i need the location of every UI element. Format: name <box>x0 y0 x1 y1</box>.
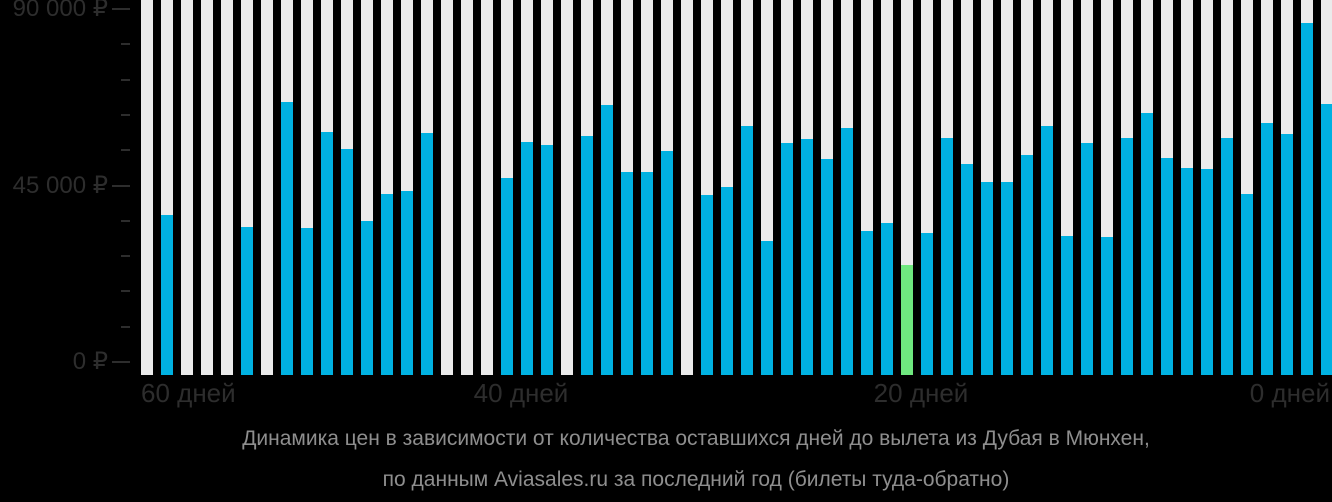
price-bar[interactable] <box>301 227 313 375</box>
price-bar[interactable] <box>961 163 973 375</box>
price-bar[interactable] <box>1261 122 1273 375</box>
day-column-background <box>561 0 573 375</box>
price-bar[interactable] <box>701 194 713 375</box>
price-bar[interactable] <box>741 125 753 375</box>
price-bar[interactable] <box>401 190 413 375</box>
x-axis-label: 40 дней <box>473 378 569 408</box>
price-bar[interactable] <box>361 220 373 375</box>
price-bar[interactable] <box>1041 125 1053 375</box>
price-bar[interactable] <box>421 132 433 375</box>
price-bar[interactable] <box>661 150 673 375</box>
y-axis-label: 0 ₽ <box>72 348 108 375</box>
day-column-background <box>681 0 693 375</box>
price-bar[interactable] <box>981 181 993 375</box>
x-axis-label: 20 дней <box>873 378 969 408</box>
price-bar[interactable] <box>161 214 173 375</box>
price-bar[interactable] <box>801 139 813 375</box>
price-bar[interactable] <box>1061 236 1073 375</box>
price-bar[interactable] <box>541 145 553 375</box>
y-axis-label: 90 000 ₽ <box>12 0 108 23</box>
price-bar[interactable] <box>1081 142 1093 375</box>
price-bar[interactable] <box>1121 138 1133 375</box>
price-bar[interactable] <box>941 138 953 375</box>
day-column-background <box>441 0 453 375</box>
price-bar[interactable] <box>1141 112 1153 375</box>
y-axis-major-tick <box>112 184 130 187</box>
price-bar[interactable] <box>381 194 393 375</box>
price-bar[interactable] <box>641 171 653 375</box>
price-bar-lowest[interactable] <box>901 265 913 375</box>
price-bar[interactable] <box>601 105 613 375</box>
x-axis-label: 0 дней <box>1249 378 1330 408</box>
price-bar[interactable] <box>821 159 833 375</box>
price-bar[interactable] <box>241 227 253 375</box>
price-bar[interactable] <box>761 240 773 375</box>
price-bar[interactable] <box>1021 154 1033 375</box>
price-bar[interactable] <box>281 101 293 375</box>
price-bar[interactable] <box>1201 169 1213 375</box>
plot-area: 90 000 ₽ 45 000 ₽ 0 ₽ 60 дней 40 дней 20 дне… <box>12 0 1332 408</box>
price-bar[interactable] <box>1161 158 1173 375</box>
price-bar[interactable] <box>1301 23 1313 375</box>
price-bar[interactable] <box>341 148 353 375</box>
day-column-background <box>481 0 493 375</box>
price-bar[interactable] <box>1001 182 1013 375</box>
price-bar[interactable] <box>501 178 513 375</box>
day-column-background <box>201 0 213 375</box>
price-bar[interactable] <box>1181 168 1193 375</box>
price-bar[interactable] <box>581 136 593 375</box>
day-column-background <box>181 0 193 375</box>
y-axis-minor-tick <box>121 325 130 328</box>
day-column-background <box>461 0 473 375</box>
price-bar[interactable] <box>621 171 633 375</box>
day-column-background <box>261 0 273 375</box>
price-bar[interactable] <box>841 128 853 375</box>
price-bar[interactable] <box>321 131 333 375</box>
chart-caption: Динамика цен в зависимости от количества… <box>0 426 1332 492</box>
y-axis-minor-tick <box>121 78 130 81</box>
day-column-background <box>141 0 153 375</box>
price-bar[interactable] <box>881 222 893 375</box>
price-bar[interactable] <box>721 187 733 375</box>
y-axis-major-tick <box>112 8 130 11</box>
y-axis-minor-tick <box>121 43 130 46</box>
price-bar[interactable] <box>1221 138 1233 375</box>
x-axis-label: 60 дней <box>141 378 236 408</box>
y-axis-label: 45 000 ₽ <box>12 171 108 199</box>
chart-subtitle: по данным Aviasales.ru за последний год … <box>382 468 1010 491</box>
price-bar[interactable] <box>1321 104 1332 375</box>
y-axis-minor-tick <box>121 290 130 293</box>
price-bar[interactable] <box>781 142 793 375</box>
y-axis-minor-tick <box>121 219 130 222</box>
y-axis-minor-tick <box>121 149 130 152</box>
y-axis-major-tick <box>112 361 130 363</box>
y-axis-minor-tick <box>121 255 130 258</box>
day-column-background <box>221 0 233 375</box>
price-bar[interactable] <box>861 230 873 375</box>
price-bar[interactable] <box>921 233 933 375</box>
price-bar[interactable] <box>1101 237 1113 375</box>
price-bar[interactable] <box>1241 194 1253 375</box>
price-bar[interactable] <box>521 141 533 375</box>
chart-title: Динамика цен в зависимости от количества… <box>242 427 1150 450</box>
y-axis-minor-tick <box>121 113 130 116</box>
price-bar[interactable] <box>1281 134 1293 375</box>
